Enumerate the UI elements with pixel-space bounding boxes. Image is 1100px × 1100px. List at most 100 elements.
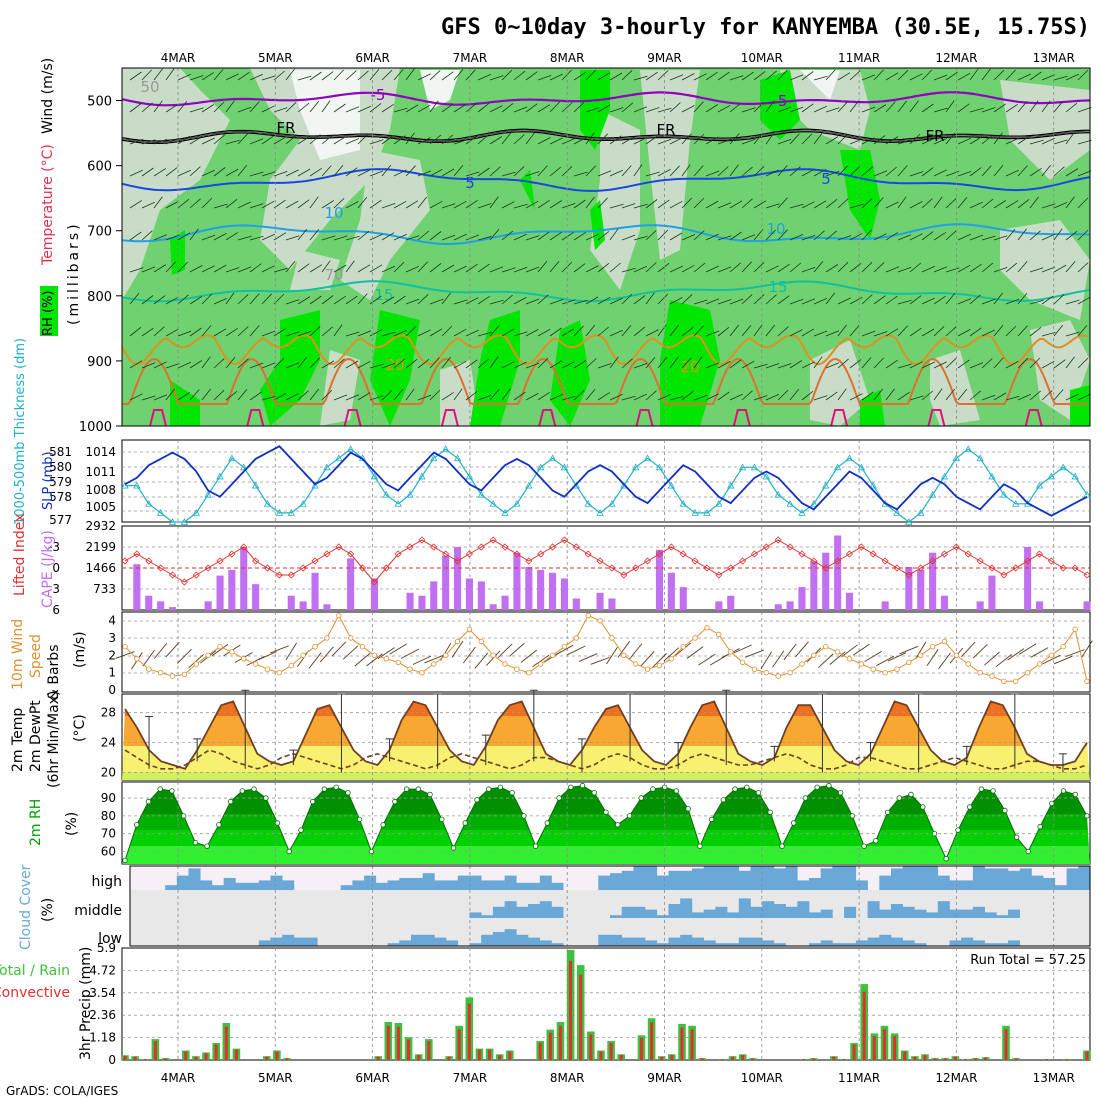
- wind-barb: [225, 73, 239, 81]
- wind-barb: [1041, 390, 1053, 401]
- cloud-bar-high: [235, 882, 248, 890]
- rh2m-marker: [298, 827, 304, 833]
- wind-barb: [225, 198, 238, 209]
- wind-barb: [1065, 230, 1078, 241]
- wind-barb: [669, 356, 679, 369]
- wind-barb: [525, 235, 540, 241]
- cape-bar: [976, 601, 984, 610]
- wind-barb: [909, 262, 922, 273]
- rh2m-marker: [967, 804, 973, 810]
- lifted-index-marker: [644, 557, 652, 565]
- wind-barb: [165, 363, 180, 369]
- lifted-index-marker: [192, 571, 200, 579]
- precip-convective-bar: [457, 1029, 461, 1060]
- rh2m-marker: [978, 786, 985, 792]
- wind-barb: [1041, 295, 1054, 305]
- wind-barb: [477, 167, 490, 177]
- wind-barb: [993, 103, 1006, 113]
- wind-barb: [801, 71, 814, 81]
- wind-barb: [681, 133, 692, 145]
- wind-barb: [765, 324, 776, 337]
- wind-barb: [1005, 262, 1018, 273]
- wind10m-marker: [324, 635, 330, 641]
- cloud-bar-high: [212, 885, 224, 890]
- wind-barb: [177, 169, 191, 177]
- wind10m-marker: [609, 635, 615, 641]
- wind-barb: [717, 139, 732, 145]
- wind-barb: [753, 132, 764, 145]
- wind-barb: [873, 388, 883, 401]
- wind-barb: [585, 132, 595, 145]
- wind-barb: [873, 69, 884, 81]
- wind10m-barb: [938, 652, 951, 670]
- cape-bar: [596, 592, 604, 610]
- precip-convective-bar: [852, 1044, 856, 1060]
- cloud-bar-middle: [996, 915, 1009, 918]
- wind-barb: [465, 69, 476, 81]
- rh2m-marker: [544, 820, 550, 826]
- precip-tick-label: 3.54: [89, 986, 116, 1000]
- thickness-marker: [465, 472, 474, 480]
- slp-tick-label: 1014: [85, 445, 116, 459]
- rh-light-area: [340, 150, 430, 300]
- lifted-index-marker: [655, 550, 664, 558]
- wind10m-barb: [876, 655, 895, 667]
- dewpoint-label: 2m DewPt: [28, 700, 44, 772]
- precip-convective-bar: [1085, 1051, 1089, 1060]
- thickness-marker: [1012, 499, 1020, 507]
- wind-barb: [777, 229, 788, 241]
- wind-barb: [909, 295, 922, 305]
- wind-barb: [933, 388, 943, 401]
- wind-barb: [693, 133, 705, 145]
- wind-barb: [633, 265, 647, 273]
- cape-bar: [549, 572, 557, 610]
- wind-barb: [429, 200, 443, 209]
- rh2m-tick-label: 70: [101, 827, 116, 841]
- wind-barb: [357, 360, 371, 369]
- wind-barb: [489, 105, 503, 113]
- wind-barb: [921, 198, 933, 209]
- cloud-bar-high: [937, 875, 950, 890]
- wind-barb: [177, 261, 189, 273]
- cape-bar: [822, 552, 830, 610]
- wind-barb: [309, 134, 321, 145]
- thickness-line: [125, 448, 1088, 523]
- wind-barb: [801, 234, 816, 241]
- wind-barb: [885, 328, 899, 337]
- wind10m-barb: [899, 645, 919, 655]
- wind-barb: [141, 295, 154, 305]
- wind-barb: [933, 361, 947, 369]
- rh2m-marker: [755, 790, 762, 796]
- cape-bar: [145, 595, 153, 610]
- wind-barb: [729, 102, 742, 113]
- cloud-bar-high: [610, 873, 622, 890]
- wind-barb: [861, 198, 873, 209]
- wind-barb: [885, 359, 898, 369]
- cloud-bar-high: [200, 880, 213, 890]
- cloud-bar-middle: [680, 898, 693, 918]
- wind10m-barb: [1007, 648, 1025, 661]
- wind-barb: [933, 138, 947, 145]
- wind-barb: [285, 200, 299, 209]
- rh2m-marker: [1060, 788, 1067, 794]
- wind-barb: [225, 292, 235, 305]
- wind-barb: [597, 72, 611, 81]
- wind10m-barb: [142, 649, 155, 667]
- rh2m-marker: [873, 838, 879, 844]
- wind-barb: [501, 267, 516, 273]
- wind-barb: [201, 104, 215, 113]
- precip-convective-bar: [842, 1059, 846, 1060]
- lifted-index-marker: [157, 564, 165, 572]
- cloud-bar-middle: [656, 915, 669, 918]
- cloud-bar-low: [282, 934, 295, 946]
- wind10m-tick-label: 4: [108, 614, 116, 628]
- slp-tick-label: 1011: [85, 465, 116, 479]
- wind-barb: [573, 72, 586, 81]
- precip-convective-bar: [639, 1037, 643, 1060]
- precip-convective-bar: [214, 1044, 218, 1060]
- rh2m-tick-label: 60: [101, 845, 116, 859]
- wind-barb: [513, 106, 528, 113]
- wind-barb: [885, 72, 899, 81]
- wind-barb: [333, 69, 344, 81]
- thickness-marker: [489, 499, 497, 507]
